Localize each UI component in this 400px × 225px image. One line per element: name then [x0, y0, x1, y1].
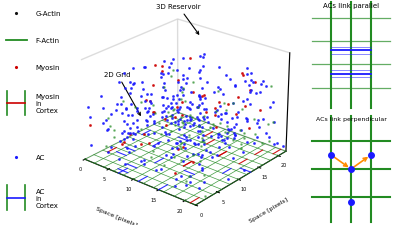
Text: ACs link perpendicular: ACs link perpendicular: [316, 117, 386, 122]
Text: G-Actin: G-Actin: [36, 11, 61, 16]
Text: 2D Grid: 2D Grid: [104, 72, 140, 116]
Text: F-Actin: F-Actin: [36, 38, 60, 43]
Text: AC: AC: [36, 155, 45, 160]
Text: Myosin: Myosin: [36, 65, 60, 70]
Text: ACs link parallel: ACs link parallel: [323, 3, 379, 9]
X-axis label: Space [pixels]: Space [pixels]: [95, 205, 138, 225]
Text: AC
in
Cortex: AC in Cortex: [36, 188, 58, 208]
Text: Myosin
in
Cortex: Myosin in Cortex: [36, 94, 60, 113]
Y-axis label: Space [pixels]: Space [pixels]: [248, 196, 289, 223]
Text: 3D Reservoir: 3D Reservoir: [156, 4, 200, 35]
